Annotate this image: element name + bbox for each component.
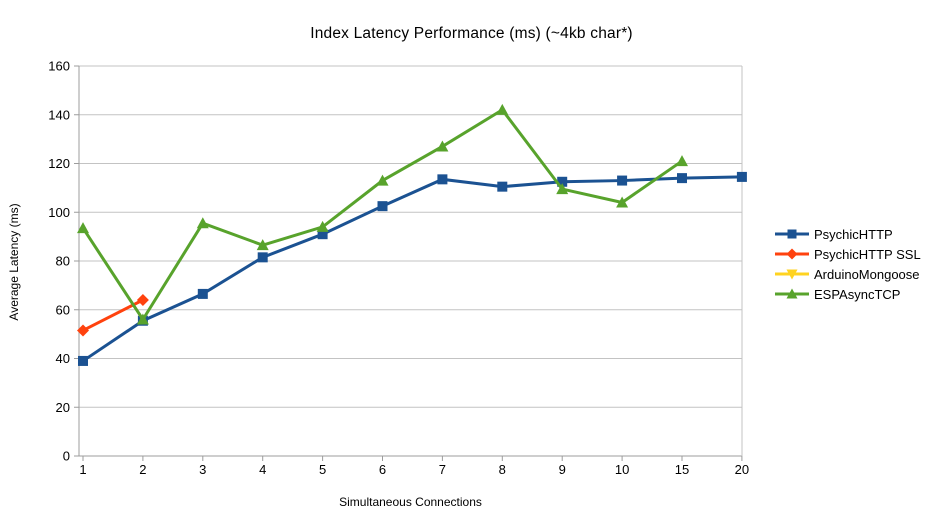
data-point-marker-espasynctcp [616,196,629,208]
legend-item-espasynctcp: ESPAsyncTCP [775,284,921,304]
x-tick-label: 9 [559,462,566,477]
data-point-marker-espasynctcp [496,103,509,115]
data-point-marker-psychichttp [377,201,388,212]
legend-item-psychichttp: PsychicHTTP [775,224,921,244]
x-tick-label: 3 [199,462,206,477]
y-tick-label: 100 [48,205,70,220]
x-tick-label: 5 [319,462,326,477]
x-tick-label: 10 [615,462,629,477]
y-tick-label: 40 [56,351,70,366]
legend-item-arduinomongoose: ArduinoMongoose [775,264,921,284]
data-point-marker-espasynctcp [676,155,688,167]
data-point-marker-psychichttp [257,252,268,263]
series-line-espasynctcp [81,107,683,323]
y-tick-label: 60 [56,302,70,317]
x-tick-label: 6 [379,462,386,477]
data-point-marker-psychichttp [437,174,448,185]
data-point-marker-espasynctcp [136,313,149,325]
legend-marker-shape [786,269,798,280]
data-point-marker-espasynctcp [196,217,209,229]
data-point-marker-espasynctcp [376,174,389,186]
data-point-marker-psychichttp-ssl [136,294,149,306]
series-line-psychichttp [82,175,742,363]
y-tick-label: 140 [48,107,70,122]
y-tick-label: 120 [48,156,70,171]
legend-marker-square-icon [775,229,809,239]
data-point-marker-psychichttp [317,229,328,240]
data-point-marker-espasynctcp [436,140,449,152]
legend-marker-triangle-down-icon [775,269,809,280]
data-point-marker-psychichttp [557,176,568,187]
x-tick-label: 1 [79,462,86,477]
data-point-marker-espasynctcp [77,222,89,234]
y-tick-label: 80 [56,254,70,269]
x-tick-label: 2 [139,462,146,477]
data-point-marker-espasynctcp [556,183,569,195]
data-point-marker-psychichttp-ssl [77,324,89,337]
legend: PsychicHTTP PsychicHTTP SSL ArduinoMongo… [775,224,921,304]
legend-marker-triangle-up-icon [775,288,809,299]
data-point-marker-psychichttp [78,355,88,366]
y-tick-label: 160 [48,59,70,74]
x-tick-label: 20 [735,462,749,477]
legend-item-psychichttp-ssl: PsychicHTTP SSL [775,244,921,264]
legend-label: ArduinoMongoose [814,266,920,282]
legend-marker-shape [787,229,797,239]
data-point-marker-psychichttp [617,175,628,186]
x-axis-title: Simultaneous Connections [339,495,482,509]
x-tick-label: 4 [259,462,266,477]
data-point-marker-psychichttp [677,173,687,184]
data-point-marker-psychichttp [497,181,508,192]
legend-marker-shape [786,288,798,299]
data-point-marker-psychichttp [736,171,747,182]
legend-label: ESPAsyncTCP [814,286,901,302]
chart-title: Index Latency Performance (ms) (~4kb cha… [310,25,633,42]
x-tick-label: 15 [675,462,689,477]
legend-marker-diamond-icon [775,248,809,260]
x-tick-label: 7 [439,462,446,477]
x-tick-label: 8 [499,462,506,477]
legend-marker-shape [786,248,798,260]
data-point-marker-espasynctcp [316,220,329,232]
legend-label: PsychicHTTP [814,226,893,242]
y-tick-label: 0 [63,449,70,464]
data-point-marker-psychichttp [197,288,208,299]
legend-label: PsychicHTTP SSL [814,246,921,262]
data-point-marker-espasynctcp [256,239,269,251]
y-tick-label: 20 [56,400,70,415]
